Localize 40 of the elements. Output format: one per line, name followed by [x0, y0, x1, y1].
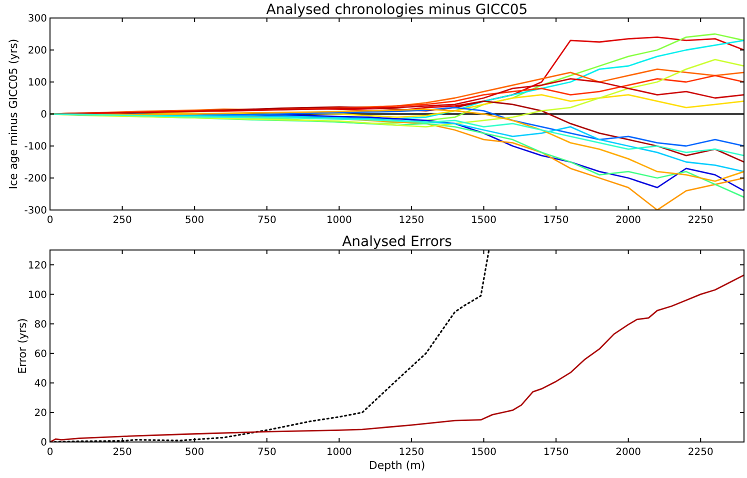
- y-tick-label: 20: [34, 408, 47, 419]
- x-tick-label: 2000: [616, 215, 642, 226]
- x-tick-label: 250: [112, 447, 132, 458]
- y-tick-label: 0: [40, 438, 47, 448]
- x-axis-title: Depth (m): [368, 459, 426, 472]
- y-tick-label: 100: [28, 290, 47, 301]
- x-tick-label: 2250: [688, 447, 714, 458]
- line-series: [50, 113, 744, 172]
- chart-title: Analysed Errors: [342, 234, 452, 250]
- x-tick-label: 1250: [398, 215, 424, 226]
- x-tick-label: 1500: [471, 447, 496, 458]
- x-tick-label: 1000: [326, 215, 352, 226]
- x-tick-label: 500: [185, 447, 204, 458]
- x-tick-label: 2000: [616, 447, 642, 458]
- y-tick-label: 0: [40, 110, 47, 120]
- chart-title: Analysed chronologies minus GICC05: [266, 2, 528, 18]
- x-tick-label: 1250: [398, 447, 424, 458]
- y-tick-label: 80: [34, 319, 47, 330]
- y-axis-title: Error (yrs): [16, 318, 29, 374]
- x-tick-label: 250: [112, 215, 132, 226]
- y-tick-label: 60: [34, 348, 47, 360]
- x-tick-label: 1000: [326, 447, 352, 458]
- y-tick-label: 300: [28, 14, 47, 24]
- y-tick-label: 120: [28, 260, 47, 272]
- y-axis-title: Ice age minus GICC05 (yrs): [7, 38, 20, 190]
- x-tick-label: 750: [257, 447, 276, 458]
- x-tick-label: 750: [257, 215, 276, 226]
- x-tick-label: 2250: [688, 215, 714, 226]
- x-tick-label: 1500: [471, 215, 496, 226]
- x-tick-label: 1750: [543, 447, 569, 458]
- y-tick-label: 100: [28, 78, 47, 88]
- y-tick-label: -200: [24, 174, 47, 184]
- y-tick-label: -300: [24, 206, 47, 216]
- x-tick-label: 500: [185, 215, 204, 226]
- line-series: [50, 274, 744, 442]
- line-series: [50, 58, 744, 128]
- y-tick-label: 40: [34, 378, 47, 390]
- y-tick-label: 200: [28, 46, 47, 56]
- x-tick-label: 1750: [543, 215, 569, 226]
- y-tick-label: -100: [24, 142, 47, 152]
